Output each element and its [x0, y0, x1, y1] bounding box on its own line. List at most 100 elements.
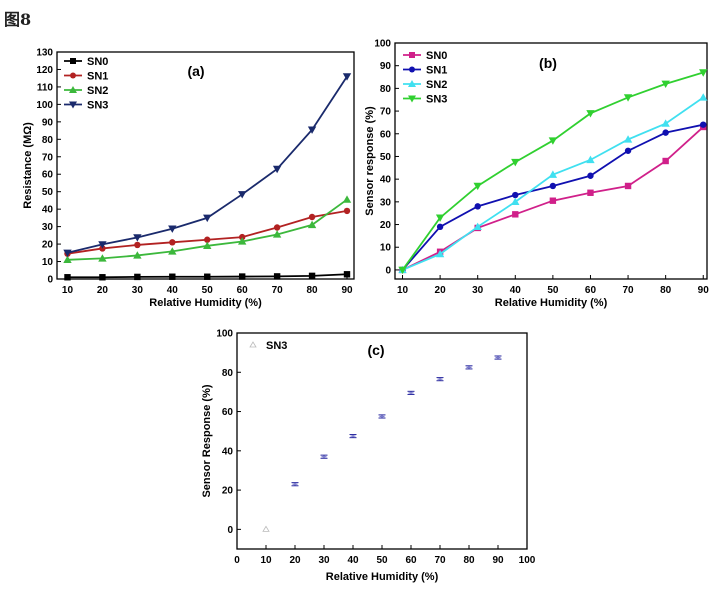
- legend-entry-SN0: SN0: [64, 56, 108, 68]
- y-tick-label: 110: [37, 82, 54, 93]
- y-axis-title: Sensor response (%): [364, 106, 376, 216]
- x-tick-label: 30: [318, 555, 330, 566]
- data-point: [273, 224, 281, 231]
- x-tick-label: 80: [307, 285, 319, 296]
- chart-panel-c: 0 10 20 30 40 50 60 70 80 90 100 0 20 40 60 80 100 Relati…: [201, 329, 536, 584]
- y-tick-label: 40: [222, 446, 234, 457]
- y-axis-title: Sensor Response (%): [201, 384, 213, 497]
- legend-entry-SN2: SN2: [403, 79, 447, 91]
- legend-label: SN1: [87, 71, 108, 83]
- data-point: [169, 273, 176, 280]
- data-point: [273, 273, 281, 280]
- data-point: [435, 249, 445, 258]
- y-tick-label: 0: [385, 265, 391, 276]
- y-tick-label: 10: [42, 257, 54, 268]
- legend-entry-SN2: SN2: [64, 85, 108, 97]
- y-tick-label: 30: [380, 197, 392, 208]
- x-tick-label: 20: [289, 555, 301, 566]
- data-point: [511, 158, 520, 167]
- y-tick-label: 10: [380, 243, 392, 254]
- x-tick-label: 60: [237, 285, 249, 296]
- data-point: [474, 203, 481, 210]
- data-point: [204, 236, 211, 243]
- data-point: [238, 233, 246, 241]
- data-point: [700, 121, 707, 128]
- x-tick-label: 40: [510, 285, 522, 296]
- data-point: [342, 73, 352, 81]
- data-point: [662, 129, 669, 136]
- legend-marker: [408, 95, 416, 103]
- data-point: [343, 207, 351, 215]
- plot-frame: [394, 42, 708, 280]
- y-tick-label: 90: [380, 61, 392, 72]
- legend-entry-SN1: SN1: [64, 71, 108, 83]
- data-point: [343, 271, 351, 278]
- x-tick-label: 10: [62, 285, 74, 296]
- data-point: [548, 137, 558, 145]
- data-point: [473, 182, 482, 191]
- data-point: [512, 211, 519, 218]
- x-tick-label: 60: [405, 555, 417, 566]
- y-tick-label: 60: [222, 407, 234, 418]
- data-point: [63, 249, 72, 258]
- y-tick-label: 50: [42, 187, 54, 198]
- y-tick-label: 60: [380, 129, 392, 140]
- data-point: [262, 525, 270, 532]
- data-point: [99, 274, 106, 281]
- legend-marker: [249, 341, 257, 348]
- data-point: [435, 214, 445, 222]
- data-point: [98, 241, 107, 249]
- legend-label: SN3: [426, 94, 447, 106]
- data-point: [168, 247, 177, 255]
- legend-label: SN0: [426, 50, 447, 62]
- series-SN0: [64, 271, 351, 281]
- y-tick-label: 130: [36, 48, 53, 59]
- y-tick-label: 100: [216, 329, 233, 340]
- x-tick-label: 50: [376, 555, 388, 566]
- data-point: [436, 223, 444, 231]
- data-point: [134, 241, 141, 249]
- legend-label: SN3: [87, 100, 108, 112]
- x-tick-label: 80: [463, 555, 475, 566]
- chart-panel-a: 10 20 30 40 50 60 70 80 90 0 10 20 30 40 50 60 70 80 90 100…: [22, 48, 355, 309]
- data-point: [586, 155, 595, 164]
- x-tick-label: 40: [167, 285, 179, 296]
- x-tick-label: 70: [434, 555, 446, 566]
- data-point: [511, 197, 520, 206]
- data-point: [307, 126, 317, 134]
- y-axis-title: Resistance (MΩ): [22, 122, 34, 209]
- data-point: [473, 222, 482, 231]
- x-tick-label: 30: [472, 285, 484, 296]
- legend-entry-SN3: SN3: [249, 340, 287, 352]
- series-SN2: [63, 195, 352, 263]
- x-tick-label: 30: [132, 285, 144, 296]
- x-tick-label: 0: [234, 555, 240, 566]
- legend-marker: [408, 80, 416, 87]
- x-axis-title: Relative Humidity (%): [326, 571, 439, 583]
- data-point: [169, 239, 176, 246]
- y-tick-label: 60: [42, 170, 54, 181]
- series-line: [67, 198, 348, 261]
- y-tick-label: 30: [42, 222, 54, 233]
- data-point: [168, 225, 177, 233]
- x-axis-title: Relative Humidity (%): [149, 297, 262, 309]
- y-tick-label: 80: [222, 368, 234, 379]
- legend-label: SN0: [87, 56, 108, 68]
- data-point: [272, 165, 282, 174]
- data-point: [342, 195, 352, 203]
- y-tick-label: 70: [380, 107, 392, 118]
- data-point: [203, 241, 212, 250]
- data-point: [662, 157, 669, 165]
- data-point: [661, 119, 670, 127]
- y-tick-label: 20: [380, 220, 392, 231]
- y-tick-label: 50: [380, 152, 392, 163]
- x-tick-label: 70: [622, 285, 634, 296]
- data-point: [624, 147, 632, 154]
- data-point: [661, 80, 670, 89]
- legend-marker: [70, 58, 76, 64]
- data-point: [699, 93, 708, 101]
- data-point: [586, 110, 595, 118]
- x-tick-label: 50: [202, 285, 214, 296]
- y-tick-label: 80: [380, 84, 392, 95]
